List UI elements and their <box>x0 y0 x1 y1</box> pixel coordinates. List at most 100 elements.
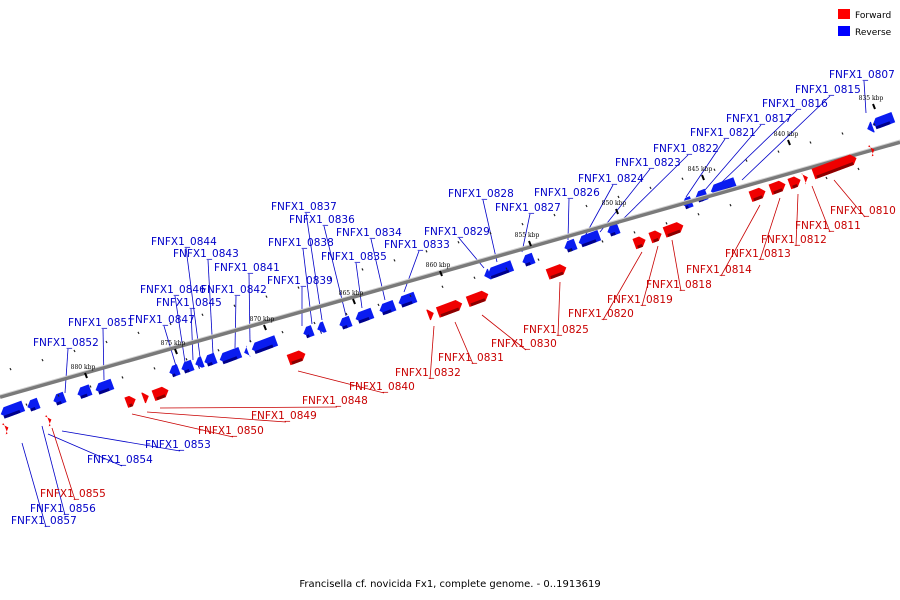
reverse-gene-label[interactable]: FNFX1_0817 <box>726 113 792 125</box>
forward-gene-box[interactable] <box>545 262 569 280</box>
forward-gene-box[interactable] <box>1 422 11 435</box>
forward-gene-label[interactable]: FNFX1_0825 <box>523 324 589 336</box>
reverse-gene-box[interactable] <box>482 268 492 281</box>
reverse-gene-box[interactable] <box>520 252 536 268</box>
reverse-gene-label[interactable]: FNFX1_0821 <box>690 127 756 139</box>
reverse-gene-label[interactable]: FNFX1_0833 <box>384 239 450 251</box>
reverse-gene-box[interactable] <box>51 391 67 407</box>
reverse-gene-box[interactable] <box>486 260 515 280</box>
forward-gene-connector <box>146 411 287 423</box>
reverse-gene-label[interactable]: FNFX1_0834 <box>336 227 402 239</box>
reverse-gene-box[interactable] <box>337 315 353 331</box>
forward-gene-box[interactable] <box>286 349 308 366</box>
forward-gene-box[interactable] <box>465 289 490 308</box>
reverse-gene-label[interactable]: FNFX1_0835 <box>321 251 387 263</box>
reverse-gene-box[interactable] <box>378 300 397 316</box>
reverse-gene-label[interactable]: FNFX1_0842 <box>201 284 267 296</box>
forward-gene-box[interactable] <box>768 179 788 195</box>
reverse-gene-box[interactable] <box>179 359 195 375</box>
forward-gene-label[interactable]: FNFX1_0855 <box>40 488 106 500</box>
reverse-gene-label[interactable]: FNFX1_0827 <box>495 202 561 214</box>
forward-gene-box[interactable] <box>124 394 137 408</box>
reverse-gene-box[interactable] <box>218 346 243 365</box>
forward-gene-label[interactable]: FNFX1_0850 <box>198 425 264 437</box>
forward-gene-label[interactable]: FNFX1_0849 <box>251 410 317 422</box>
reverse-gene-box[interactable] <box>354 307 375 325</box>
reverse-gene-label[interactable]: FNFX1_0843 <box>173 248 239 260</box>
reverse-gene-box[interactable] <box>871 111 896 130</box>
reverse-gene-label[interactable]: FNFX1_0824 <box>578 173 644 185</box>
forward-gene-box[interactable] <box>811 153 859 180</box>
forward-gene-connector <box>759 197 781 261</box>
reverse-gene-label[interactable]: FNFX1_0828 <box>448 188 514 200</box>
reverse-gene-box[interactable] <box>202 352 218 368</box>
reverse-gene-box[interactable] <box>242 345 251 358</box>
forward-gene-box[interactable] <box>151 385 171 401</box>
reverse-gene-box[interactable] <box>167 364 181 378</box>
forward-gene-label[interactable]: FNFX1_0812 <box>761 234 827 246</box>
reverse-gene-label[interactable]: FNFX1_0853 <box>145 439 211 451</box>
reverse-gene-box[interactable] <box>577 229 602 248</box>
forward-gene-label[interactable]: FNFX1_0820 <box>568 308 634 320</box>
reverse-gene-box[interactable] <box>301 325 315 339</box>
forward-gene-box[interactable] <box>435 298 464 318</box>
reverse-gene-label[interactable]: FNFX1_0854 <box>87 454 153 466</box>
reverse-gene-label[interactable]: FNFX1_0815 <box>795 84 861 96</box>
reverse-gene-label[interactable]: FNFX1_0829 <box>424 226 490 238</box>
forward-gene-box[interactable] <box>867 144 877 157</box>
forward-gene-label[interactable]: FNFX1_0831 <box>438 352 504 364</box>
reverse-gene-label[interactable]: FNFX1_0846 <box>140 284 206 296</box>
reverse-gene-box[interactable] <box>562 238 578 254</box>
reverse-gene-label[interactable]: FNFX1_0856 <box>30 503 96 515</box>
reverse-gene-box[interactable] <box>250 335 279 355</box>
forward-gene-label[interactable]: FNFX1_0819 <box>607 294 673 306</box>
reverse-gene-label[interactable]: FNFX1_0839 <box>267 275 333 287</box>
forward-gene-label[interactable]: FNFX1_0811 <box>795 220 861 232</box>
reverse-gene-box[interactable] <box>94 378 115 396</box>
forward-gene-box[interactable] <box>748 186 768 202</box>
reverse-gene-label[interactable]: FNFX1_0845 <box>156 297 222 309</box>
reverse-gene-box[interactable] <box>315 321 327 334</box>
reverse-gene-label[interactable]: FNFX1_0823 <box>615 157 681 169</box>
reverse-gene-label[interactable]: FNFX1_0847 <box>129 314 195 326</box>
reverse-gene-label[interactable]: FNFX1_0836 <box>289 214 355 226</box>
forward-gene-box[interactable] <box>426 308 435 321</box>
forward-gene-label[interactable]: FNFX1_0848 <box>302 395 368 407</box>
forward-gene-box[interactable] <box>801 172 810 185</box>
forward-gene-box[interactable] <box>648 229 663 244</box>
forward-gene-box[interactable] <box>662 220 686 238</box>
forward-gene-label[interactable]: FNFX1_0830 <box>491 338 557 350</box>
forward-gene-label[interactable]: FNFX1_0840 <box>349 381 415 393</box>
forward-gene-connector <box>720 204 761 277</box>
forward-gene-label[interactable]: FNFX1_0818 <box>646 279 712 291</box>
reverse-gene-box[interactable] <box>25 397 41 413</box>
forward-gene-box[interactable] <box>44 414 54 427</box>
reverse-gene-label[interactable]: FNFX1_0822 <box>653 143 719 155</box>
reverse-gene-box[interactable] <box>76 384 93 399</box>
reverse-gene-label[interactable]: FNFX1_0807 <box>829 69 895 81</box>
reverse-gene-label[interactable]: FNFX1_0838 <box>268 237 334 249</box>
reverse-gene-label[interactable]: FNFX1_0844 <box>151 236 217 248</box>
reverse-gene-label[interactable]: FNFX1_0826 <box>534 187 600 199</box>
forward-gene-box[interactable] <box>787 175 802 190</box>
reverse-gene-label[interactable]: FNFX1_0816 <box>762 98 828 110</box>
reverse-gene-label[interactable]: FNFX1_0841 <box>214 262 280 274</box>
forward-gene-label[interactable]: FNFX1_0813 <box>725 248 791 260</box>
forward-gene-label[interactable]: FNFX1_0810 <box>830 205 896 217</box>
reverse-gene-label[interactable]: FNFX1_0837 <box>271 201 337 213</box>
reverse-gene-box[interactable] <box>865 121 875 134</box>
forward-gene-label[interactable]: FNFX1_0832 <box>395 367 461 379</box>
forward-gene-box[interactable] <box>632 235 647 250</box>
reverse-gene-label[interactable]: FNFX1_0857 <box>11 515 77 527</box>
reverse-gene-connector <box>234 295 237 349</box>
track-dash <box>89 385 92 388</box>
reverse-gene-connector <box>599 168 651 233</box>
reverse-gene-box[interactable] <box>397 291 418 309</box>
reverse-gene-box[interactable] <box>0 400 26 420</box>
forward-gene-box[interactable] <box>141 391 150 404</box>
reverse-gene-label[interactable]: FNFX1_0851 <box>68 317 134 329</box>
forward-gene-label[interactable]: FNFX1_0814 <box>686 264 752 276</box>
reverse-gene-box[interactable] <box>193 356 205 369</box>
scale-tick <box>701 174 705 181</box>
reverse-gene-label[interactable]: FNFX1_0852 <box>33 337 99 349</box>
